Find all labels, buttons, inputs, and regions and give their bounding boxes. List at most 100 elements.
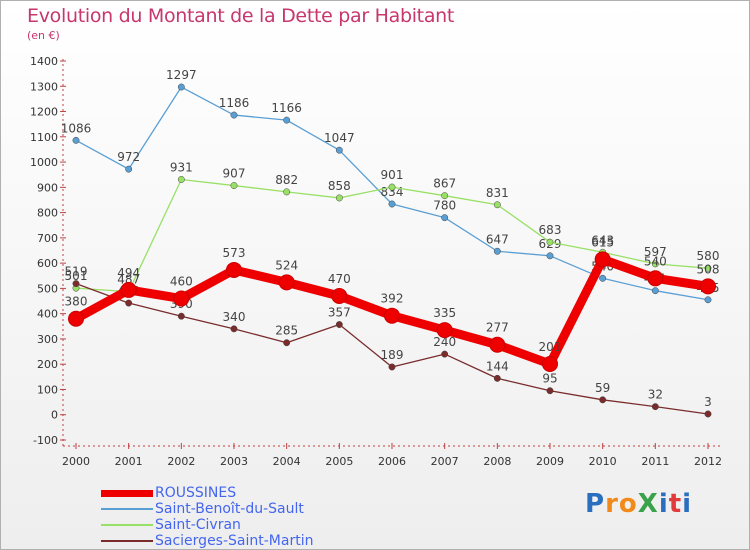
data-label-saint-civran: 683 <box>539 223 562 237</box>
legend-swatch <box>101 489 153 497</box>
data-point-saint-beno-t-du-sault <box>72 136 80 144</box>
data-label-roussines: 573 <box>223 246 246 260</box>
data-point-saint-beno-t-du-sault <box>283 116 291 124</box>
data-point-sacierges-saint-martin <box>651 403 659 411</box>
logo-letter: t <box>668 489 683 519</box>
data-point-saint-beno-t-du-sault <box>546 252 554 260</box>
logo-letter: X <box>637 489 659 519</box>
data-label-saint-beno-t-du-sault: 1047 <box>324 131 355 145</box>
x-tick-label: 2011 <box>641 455 669 468</box>
logo-letter: o <box>618 489 638 519</box>
data-point-roussines <box>700 278 716 295</box>
data-point-saint-civran <box>493 201 501 209</box>
x-tick-label: 2000 <box>62 455 90 468</box>
data-point-sacierges-saint-martin <box>599 396 607 404</box>
data-label-saint-beno-t-du-sault: 972 <box>117 150 140 164</box>
x-tick-label: 2008 <box>483 455 511 468</box>
y-tick-label: 1100 <box>30 131 58 144</box>
y-tick-label: 100 <box>37 383 58 396</box>
data-point-sacierges-saint-martin <box>283 339 291 347</box>
data-point-saint-civran <box>283 188 291 196</box>
data-point-roussines <box>331 287 348 304</box>
y-tick-label: -100 <box>33 434 58 447</box>
data-label-saint-civran: 487 <box>117 273 140 287</box>
data-label-sacierges-saint-martin: 59 <box>595 381 610 395</box>
data-label-saint-civran: 858 <box>328 179 351 193</box>
data-label-roussines: 277 <box>486 321 509 335</box>
data-point-roussines <box>120 281 137 298</box>
legend-swatch <box>101 508 153 510</box>
data-label-sacierges-saint-martin: 32 <box>648 388 663 402</box>
data-label-saint-civran: 501 <box>65 269 88 283</box>
data-label-saint-civran: 931 <box>170 161 193 175</box>
legend-label: Saint-Civran <box>155 517 241 533</box>
data-label-sacierges-saint-martin: 189 <box>381 348 404 362</box>
data-label-roussines: 508 <box>697 262 720 276</box>
legend-label: Saint-Benoît-du-Sault <box>155 501 304 517</box>
x-tick-label: 2004 <box>273 455 301 468</box>
legend-item: Saint-Civran <box>101 517 313 533</box>
data-label-saint-civran: 882 <box>275 173 298 187</box>
y-tick-label: 1300 <box>30 80 58 93</box>
data-point-saint-beno-t-du-sault <box>441 214 449 222</box>
x-tick-label: 2001 <box>115 455 143 468</box>
data-point-sacierges-saint-martin <box>493 374 501 382</box>
y-tick-label: 400 <box>37 308 58 321</box>
y-tick-label: 0 <box>51 409 58 422</box>
data-label-saint-beno-t-du-sault: 1086 <box>61 121 92 135</box>
data-label-saint-beno-t-du-sault: 1166 <box>271 101 302 115</box>
data-point-saint-civran <box>704 264 712 272</box>
data-point-sacierges-saint-martin <box>72 280 80 288</box>
y-tick-label: 1000 <box>30 156 58 169</box>
data-label-saint-civran: 597 <box>644 245 667 259</box>
x-tick-label: 2003 <box>220 455 248 468</box>
data-point-saint-beno-t-du-sault <box>335 146 343 154</box>
y-tick-label: 1200 <box>30 106 58 119</box>
data-point-roussines <box>68 310 84 327</box>
data-point-saint-civran <box>335 194 343 202</box>
data-label-saint-civran: 867 <box>433 177 456 191</box>
data-label-saint-civran: 907 <box>223 167 246 181</box>
y-tick-label: 900 <box>37 181 58 194</box>
x-tick-label: 2005 <box>325 455 353 468</box>
legend-label: Sacierges-Saint-Martin <box>155 533 314 549</box>
data-point-roussines <box>542 355 558 372</box>
legend-item: ROUSSINES <box>101 485 313 501</box>
chart-legend: ROUSSINES Saint-Benoît-du-Sault Saint-Civr… <box>101 485 313 549</box>
data-point-saint-beno-t-du-sault <box>651 287 659 295</box>
y-tick-label: 700 <box>37 232 58 245</box>
x-tick-label: 2010 <box>589 455 617 468</box>
legend-label: ROUSSINES <box>155 485 237 501</box>
data-label-saint-beno-t-du-sault: 1186 <box>219 96 250 110</box>
data-label-roussines: 380 <box>65 295 88 309</box>
data-point-saint-civran <box>546 238 554 246</box>
legend-swatch <box>101 524 153 526</box>
legend-swatch <box>101 540 153 542</box>
data-point-sacierges-saint-martin <box>388 363 396 371</box>
proxiti-logo: ProXiti <box>585 489 692 519</box>
x-tick-label: 2009 <box>536 455 564 468</box>
x-tick-label: 2007 <box>431 455 459 468</box>
data-point-saint-civran <box>651 260 659 268</box>
y-tick-label: 800 <box>37 207 58 220</box>
data-label-saint-civran: 643 <box>591 233 614 247</box>
data-label-sacierges-saint-martin: 357 <box>328 306 351 320</box>
data-label-roussines: 392 <box>381 292 404 306</box>
data-label-sacierges-saint-martin: 95 <box>542 372 557 386</box>
data-label-saint-civran: 831 <box>486 186 509 200</box>
data-label-roussines: 201 <box>539 340 562 354</box>
data-label-roussines: 524 <box>275 258 298 272</box>
data-point-roussines <box>384 307 400 324</box>
data-point-sacierges-saint-martin <box>177 312 185 320</box>
y-tick-label: 300 <box>37 333 58 346</box>
data-point-roussines <box>173 290 190 307</box>
data-label-sacierges-saint-martin: 340 <box>223 310 246 324</box>
data-point-saint-beno-t-du-sault <box>177 83 185 91</box>
data-point-saint-civran <box>177 176 185 183</box>
y-tick-label: 200 <box>37 358 58 371</box>
x-tick-label: 2002 <box>167 455 195 468</box>
data-point-saint-beno-t-du-sault <box>230 111 238 119</box>
data-point-sacierges-saint-martin <box>335 321 343 328</box>
data-point-saint-beno-t-du-sault <box>599 274 607 282</box>
data-point-saint-beno-t-du-sault <box>388 200 396 208</box>
